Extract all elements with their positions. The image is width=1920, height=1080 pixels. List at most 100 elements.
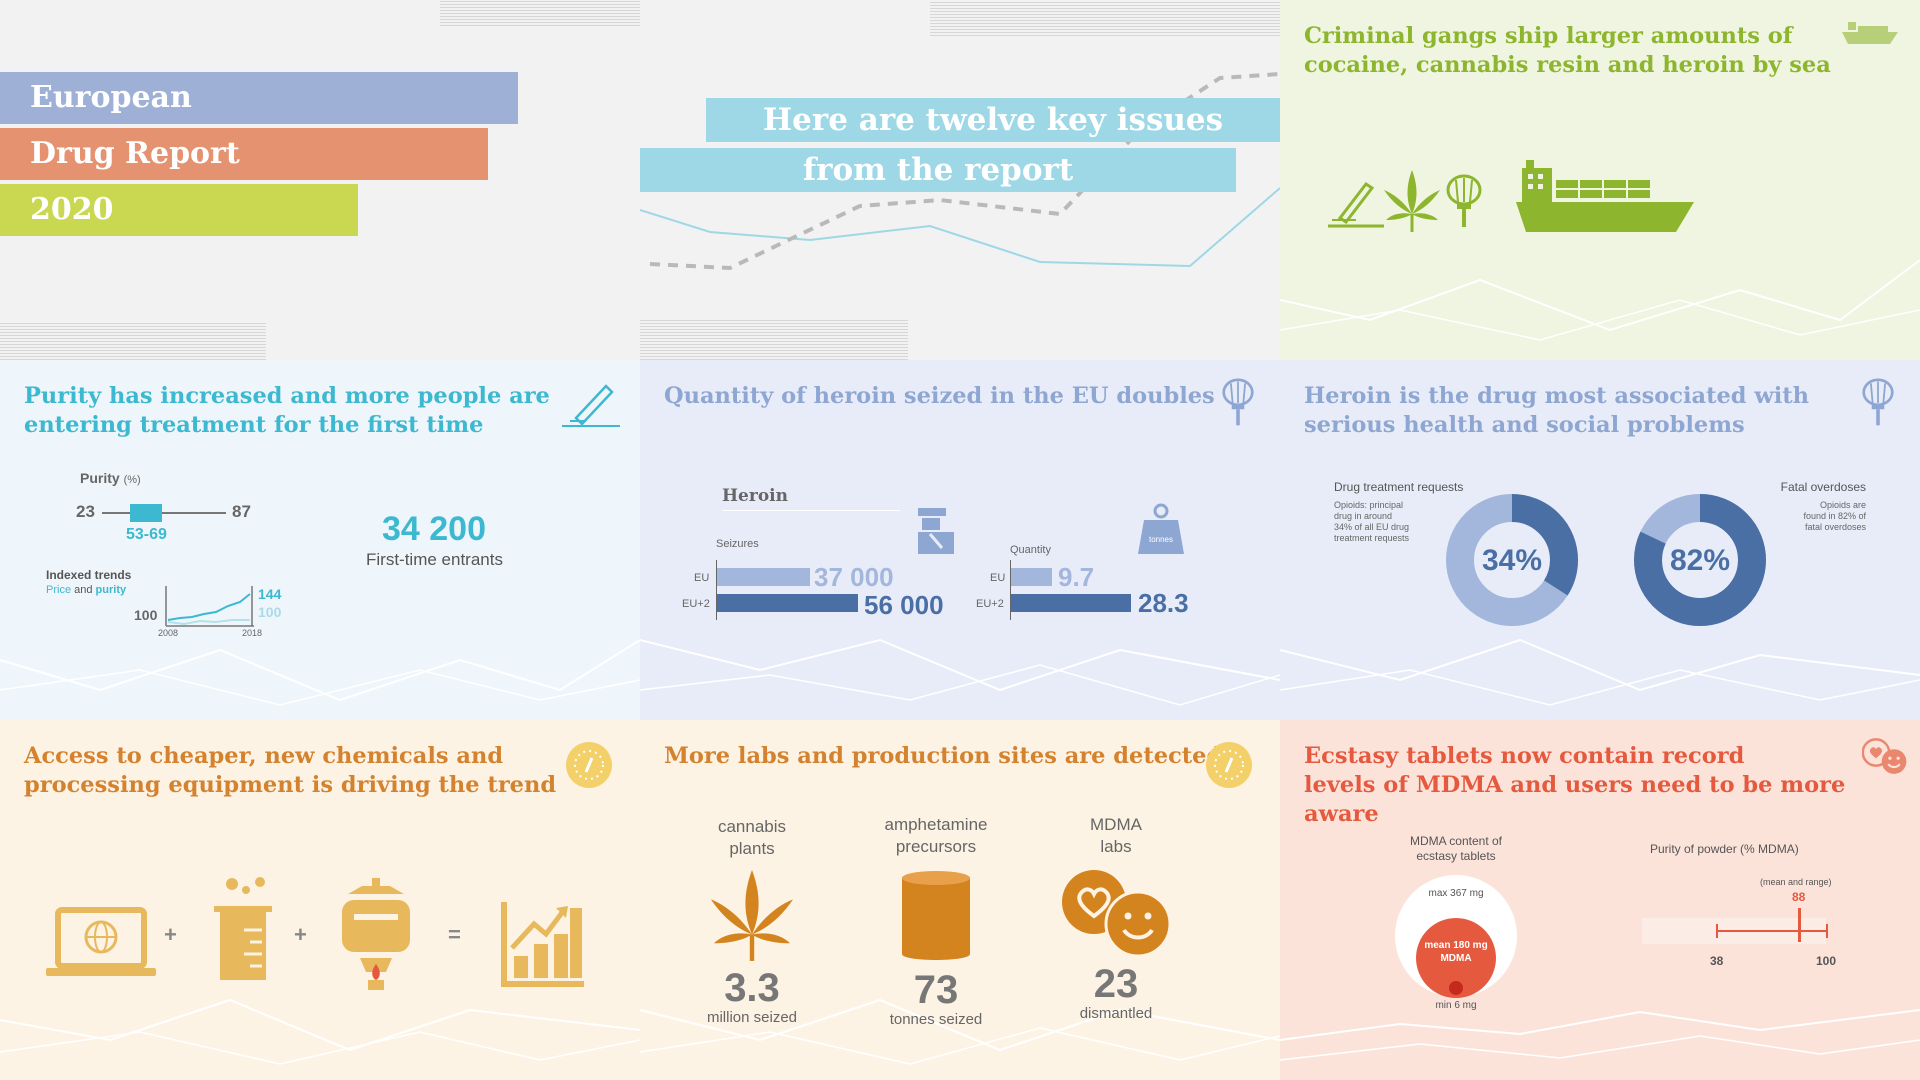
right-heading: Purity of powder (% MDMA) — [1650, 842, 1799, 856]
range-max: 87 — [232, 502, 251, 521]
right-heading: Fatal overdoses — [1780, 480, 1866, 494]
weight-label: tonnes — [1149, 535, 1173, 544]
title-line: levels of MDMA and users need to be more… — [1304, 772, 1846, 827]
barrel-icon — [902, 871, 970, 960]
heading-line: MDMA content of — [1409, 834, 1503, 848]
legend-and: and — [74, 584, 93, 596]
operator-equals: = — [448, 922, 461, 947]
seizures-eu2-label: EU+2 — [682, 598, 710, 610]
quantity-label: Quantity — [1010, 544, 1051, 556]
labs-item-value: 3.3 — [724, 966, 780, 1010]
operator-plus-1: + — [164, 922, 177, 947]
year-end: 2018 — [242, 628, 263, 638]
panel-title: Ecstasy tablets now contain record level… — [1304, 742, 1920, 829]
label-line: cannabis — [717, 817, 787, 836]
trend-chart — [165, 586, 254, 627]
title-line: Purity has increased and more people are — [24, 383, 550, 409]
labs-item-label: amphetamine precursors — [868, 814, 1004, 858]
label-line: plants — [729, 839, 775, 858]
labs-item: amphetamine precursors 73 tonnes seized — [868, 814, 1004, 1028]
section-rule — [722, 510, 900, 511]
mean-marker — [1798, 908, 1801, 942]
seizures-eu-bar — [717, 568, 810, 586]
min-label: min 6 mg — [1435, 1000, 1477, 1011]
labs-item-label: MDMA labs — [1054, 814, 1178, 858]
decorative-wave — [1280, 259, 1920, 341]
purity-panel: Purity has increased and more people are… — [0, 360, 640, 720]
heading-line: ecstasy tablets — [1416, 849, 1496, 863]
decorative-wave — [640, 638, 1280, 706]
range-iqr-box — [130, 504, 162, 522]
weight-icon: tonnes — [1138, 503, 1184, 554]
label-line: MDMA — [1090, 815, 1142, 834]
range-line — [102, 512, 226, 514]
decorative-pattern — [930, 0, 1280, 36]
section-label: Heroin — [722, 486, 788, 506]
range-high: 100 — [1816, 954, 1837, 968]
syringe-icon — [1328, 181, 1384, 228]
title-line: serious health and social problems — [1304, 412, 1745, 438]
title-line: processing equipment is driving the tren… — [24, 772, 557, 798]
decorative-pattern — [640, 320, 908, 360]
treatment-donut: 34% — [1446, 494, 1578, 626]
legend-purity: purity — [95, 584, 127, 596]
mean-label: mean 180 mg MDMA — [1406, 939, 1506, 965]
note-line: treatment requests — [1334, 533, 1410, 543]
label-line: amphetamine — [884, 815, 988, 834]
seizures-axis — [716, 560, 717, 620]
panel-title: Criminal gangs ship larger amounts of co… — [1304, 22, 1831, 80]
seizures-eu-label: EU — [694, 572, 710, 584]
chemicals-panel: Access to cheaper, new chemicals and pro… — [0, 720, 640, 1080]
year-start: 2008 — [158, 628, 179, 638]
trends-label: Indexed trends — [46, 568, 132, 582]
poppy-icon — [1222, 378, 1254, 426]
left-note: Opioids: principal drug in around 34% of… — [1334, 500, 1409, 544]
eu-stars-icon — [1206, 742, 1252, 788]
title-line: cocaine, cannabis resin and heroin by se… — [1304, 52, 1831, 78]
beaker-icon — [214, 877, 272, 980]
label-line: precursors — [895, 837, 977, 856]
quantity-eu-label: EU — [990, 572, 1006, 584]
legend-price: Price — [46, 584, 72, 596]
entrants-value: 34 200 — [382, 510, 486, 548]
title-line: Heroin is the drug most associated with — [1304, 383, 1810, 409]
purity-label-text: Purity — [80, 470, 120, 486]
mean-line: MDMA — [1440, 953, 1472, 964]
pencil-icon — [562, 384, 620, 427]
labs-item: MDMA labs 23 dismantled — [1054, 814, 1178, 1022]
eu-stars-icon — [566, 742, 612, 788]
note-line: found in 82% of — [1803, 511, 1866, 521]
decorative-wave — [1280, 1009, 1920, 1061]
title-bar-1: European — [0, 72, 518, 124]
distillation-icon — [342, 878, 410, 990]
key-issues-line-1: Here are twelve key issues — [706, 98, 1280, 142]
decorative-wave — [0, 998, 640, 1065]
cannabis-leaf-icon — [710, 870, 794, 961]
max-label: max 367 mg — [1428, 888, 1484, 899]
mean-value: 88 — [1792, 890, 1806, 904]
range-high-tick — [1826, 924, 1828, 938]
left-heading: MDMA content of ecstasy tablets — [1376, 834, 1536, 864]
note-line: fatal overdoses — [1804, 522, 1866, 532]
title-bar-2: Drug Report — [0, 128, 488, 180]
labs-item-caption: dismantled — [1079, 1005, 1153, 1022]
heart-smiley-icon — [1862, 738, 1907, 774]
quantity-eu2-label: EU+2 — [976, 598, 1004, 610]
trend-price-end: 144 — [258, 586, 282, 602]
right-note: Opioids are found in 82% of fatal overdo… — [1803, 500, 1866, 533]
seizures-label: Seizures — [716, 538, 759, 550]
sea-panel: Criminal gangs ship larger amounts of co… — [1280, 0, 1920, 360]
cannabis-leaf-icon — [1384, 170, 1440, 232]
purity-label: Purity (%) — [80, 470, 141, 486]
quantity-eu2-value: 28.3 — [1138, 588, 1189, 618]
poppy-icon — [1862, 378, 1894, 426]
overdose-value: 82% — [1670, 544, 1730, 577]
purity-unit: (%) — [123, 474, 141, 486]
labs-item-value: 73 — [913, 968, 959, 1012]
laptop-globe-icon — [46, 907, 156, 976]
panel-title: More labs and production sites are detec… — [664, 743, 1223, 769]
note-line: drug in around — [1334, 511, 1393, 521]
trend-purity-end: 100 — [258, 604, 282, 620]
labs-item-caption: million seized — [706, 1009, 798, 1026]
quantity-eu-value: 9.7 — [1058, 562, 1095, 592]
